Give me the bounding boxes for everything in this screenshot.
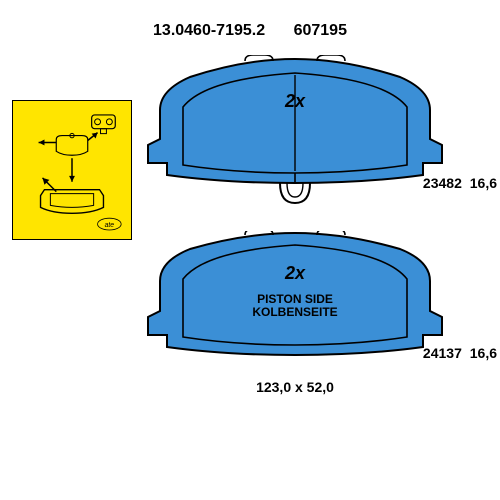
- svg-text:ate: ate: [105, 222, 115, 229]
- pad-upper-qty: 2x: [285, 91, 305, 112]
- instruction-svg: ate: [13, 101, 131, 239]
- ref-number: 607195: [294, 22, 347, 39]
- part-number: 13.0460-7195.2: [153, 22, 265, 39]
- pad-lower-code: 24137 16,6: [423, 345, 497, 361]
- pad-upper-svg: [145, 55, 445, 205]
- pads-area: 2x 23482 16,6 2x PISTON SIDE KOLBENSEITE…: [145, 55, 495, 455]
- pad-lower: 2x PISTON SIDE KOLBENSEITE 24137 16,6 12…: [145, 231, 445, 367]
- pad-lower-qty: 2x: [285, 263, 305, 284]
- dimension-label: 123,0 x 52,0: [256, 379, 334, 395]
- pad-upper-code: 23482 16,6: [423, 175, 497, 191]
- instruction-diagram: ate: [12, 100, 132, 240]
- pad-lower-side: PISTON SIDE KOLBENSEITE: [252, 293, 337, 319]
- header: 13.0460-7195.2 607195: [0, 22, 500, 40]
- pad-upper: 2x 23482 16,6: [145, 55, 445, 205]
